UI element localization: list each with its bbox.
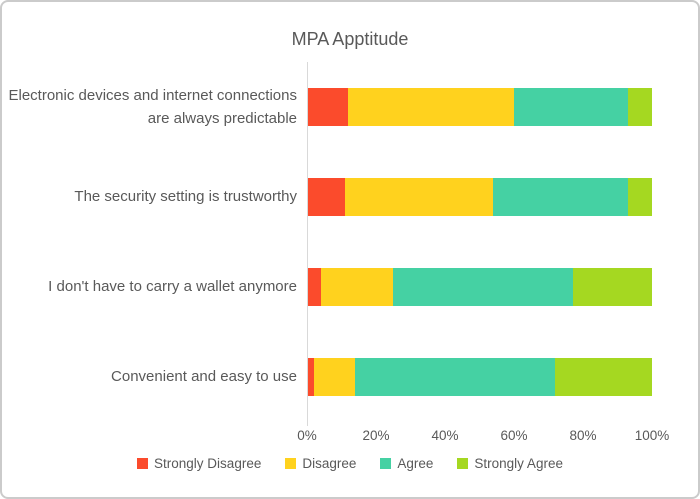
chart-row: I don't have to carry a wallet anymore: [2, 242, 680, 332]
legend-label: Strongly Agree: [474, 456, 563, 471]
bar-cell: [307, 88, 652, 126]
category-label: Electronic devices and internet connecti…: [8, 86, 297, 127]
chart-title: MPA Apptitude: [291, 29, 409, 49]
x-axis-tick-label: 80%: [569, 428, 597, 443]
bar-segment-strongly-disagree: [307, 178, 345, 216]
plot-area: Electronic devices and internet connecti…: [2, 62, 680, 446]
bar-segment-strongly-disagree: [307, 88, 349, 126]
category-label: The security setting is trustworthy: [74, 188, 297, 206]
legend-swatch-icon: [137, 458, 149, 469]
bar-segment-agree: [355, 358, 556, 396]
bar-segment-strongly-disagree: [307, 358, 314, 396]
bar-segment-agree: [493, 178, 628, 216]
legend-item-disagree: Disagree: [285, 456, 356, 471]
bar-segment-agree: [513, 88, 628, 126]
stacked-bar: [307, 178, 652, 216]
legend-label: Disagree: [302, 456, 357, 471]
bar-segment-strongly-agree: [627, 88, 652, 126]
bar-segment-strongly-disagree: [307, 268, 321, 306]
x-axis-tick-label: 100%: [634, 428, 670, 443]
x-axis-tick-label: 0%: [297, 428, 317, 443]
bar-segment-disagree: [313, 358, 356, 396]
legend: Strongly Disagree Disagree Agree Strongly A…: [2, 456, 698, 471]
legend-swatch-icon: [457, 458, 469, 469]
legend-label: Agree: [397, 456, 434, 471]
category-label: I don't have to carry a wallet anymore: [48, 278, 297, 296]
x-axis-tick-label: 40%: [431, 428, 459, 443]
legend-item-strongly-agree: Strongly Agree: [457, 456, 563, 471]
legend-item-agree: Agree: [380, 456, 433, 471]
bar-cell: [307, 268, 652, 306]
legend-swatch-icon: [380, 458, 392, 469]
chart-row: Convenient and easy to use: [2, 332, 680, 422]
legend-item-strongly-disagree: Strongly Disagree: [137, 456, 261, 471]
bar-cell: [307, 178, 652, 216]
y-axis-line: [307, 62, 308, 426]
x-axis-tick-label: 60%: [500, 428, 528, 443]
bar-segment-agree: [393, 268, 573, 306]
category-label: Convenient and easy to use: [111, 368, 297, 386]
x-axis-tick-label: 20%: [362, 428, 390, 443]
x-axis: 0% 20% 40% 60% 80% 100%: [297, 422, 669, 446]
legend-swatch-icon: [285, 458, 297, 469]
bar-segment-strongly-agree: [572, 268, 652, 306]
bar-rows: Electronic devices and internet connecti…: [2, 62, 680, 426]
bar-segment-disagree: [320, 268, 394, 306]
chart-row: The security setting is trustworthy: [2, 152, 680, 242]
bar-segment-disagree: [348, 88, 514, 126]
bar-cell: [307, 358, 652, 396]
chart-row: Electronic devices and internet connecti…: [2, 62, 680, 152]
stacked-bar: [307, 88, 652, 126]
bar-segment-strongly-agree: [627, 178, 652, 216]
stacked-bar: [307, 268, 652, 306]
stacked-bar: [307, 358, 652, 396]
bar-segment-strongly-agree: [555, 358, 652, 396]
bar-segment-disagree: [344, 178, 494, 216]
legend-label: Strongly Disagree: [154, 456, 262, 471]
